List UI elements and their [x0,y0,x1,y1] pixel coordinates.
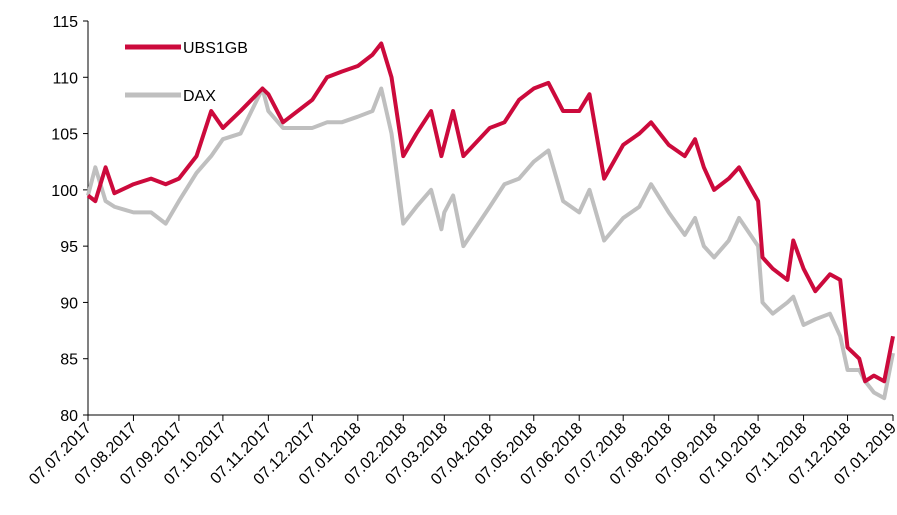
legend-label: DAX [183,88,216,105]
y-tick-label: 85 [60,352,78,369]
series-line [86,86,895,401]
y-tick-label: 115 [52,14,78,31]
legend-label: UBS1GB [183,40,248,57]
series-line [86,41,895,384]
y-tick-label: 105 [51,127,78,144]
y-tick-label: 95 [60,239,78,256]
y-tick-label: 110 [52,70,78,87]
y-tick-label: 80 [60,408,78,425]
y-tick-label: 90 [60,295,78,312]
y-tick-label: 100 [51,183,78,200]
